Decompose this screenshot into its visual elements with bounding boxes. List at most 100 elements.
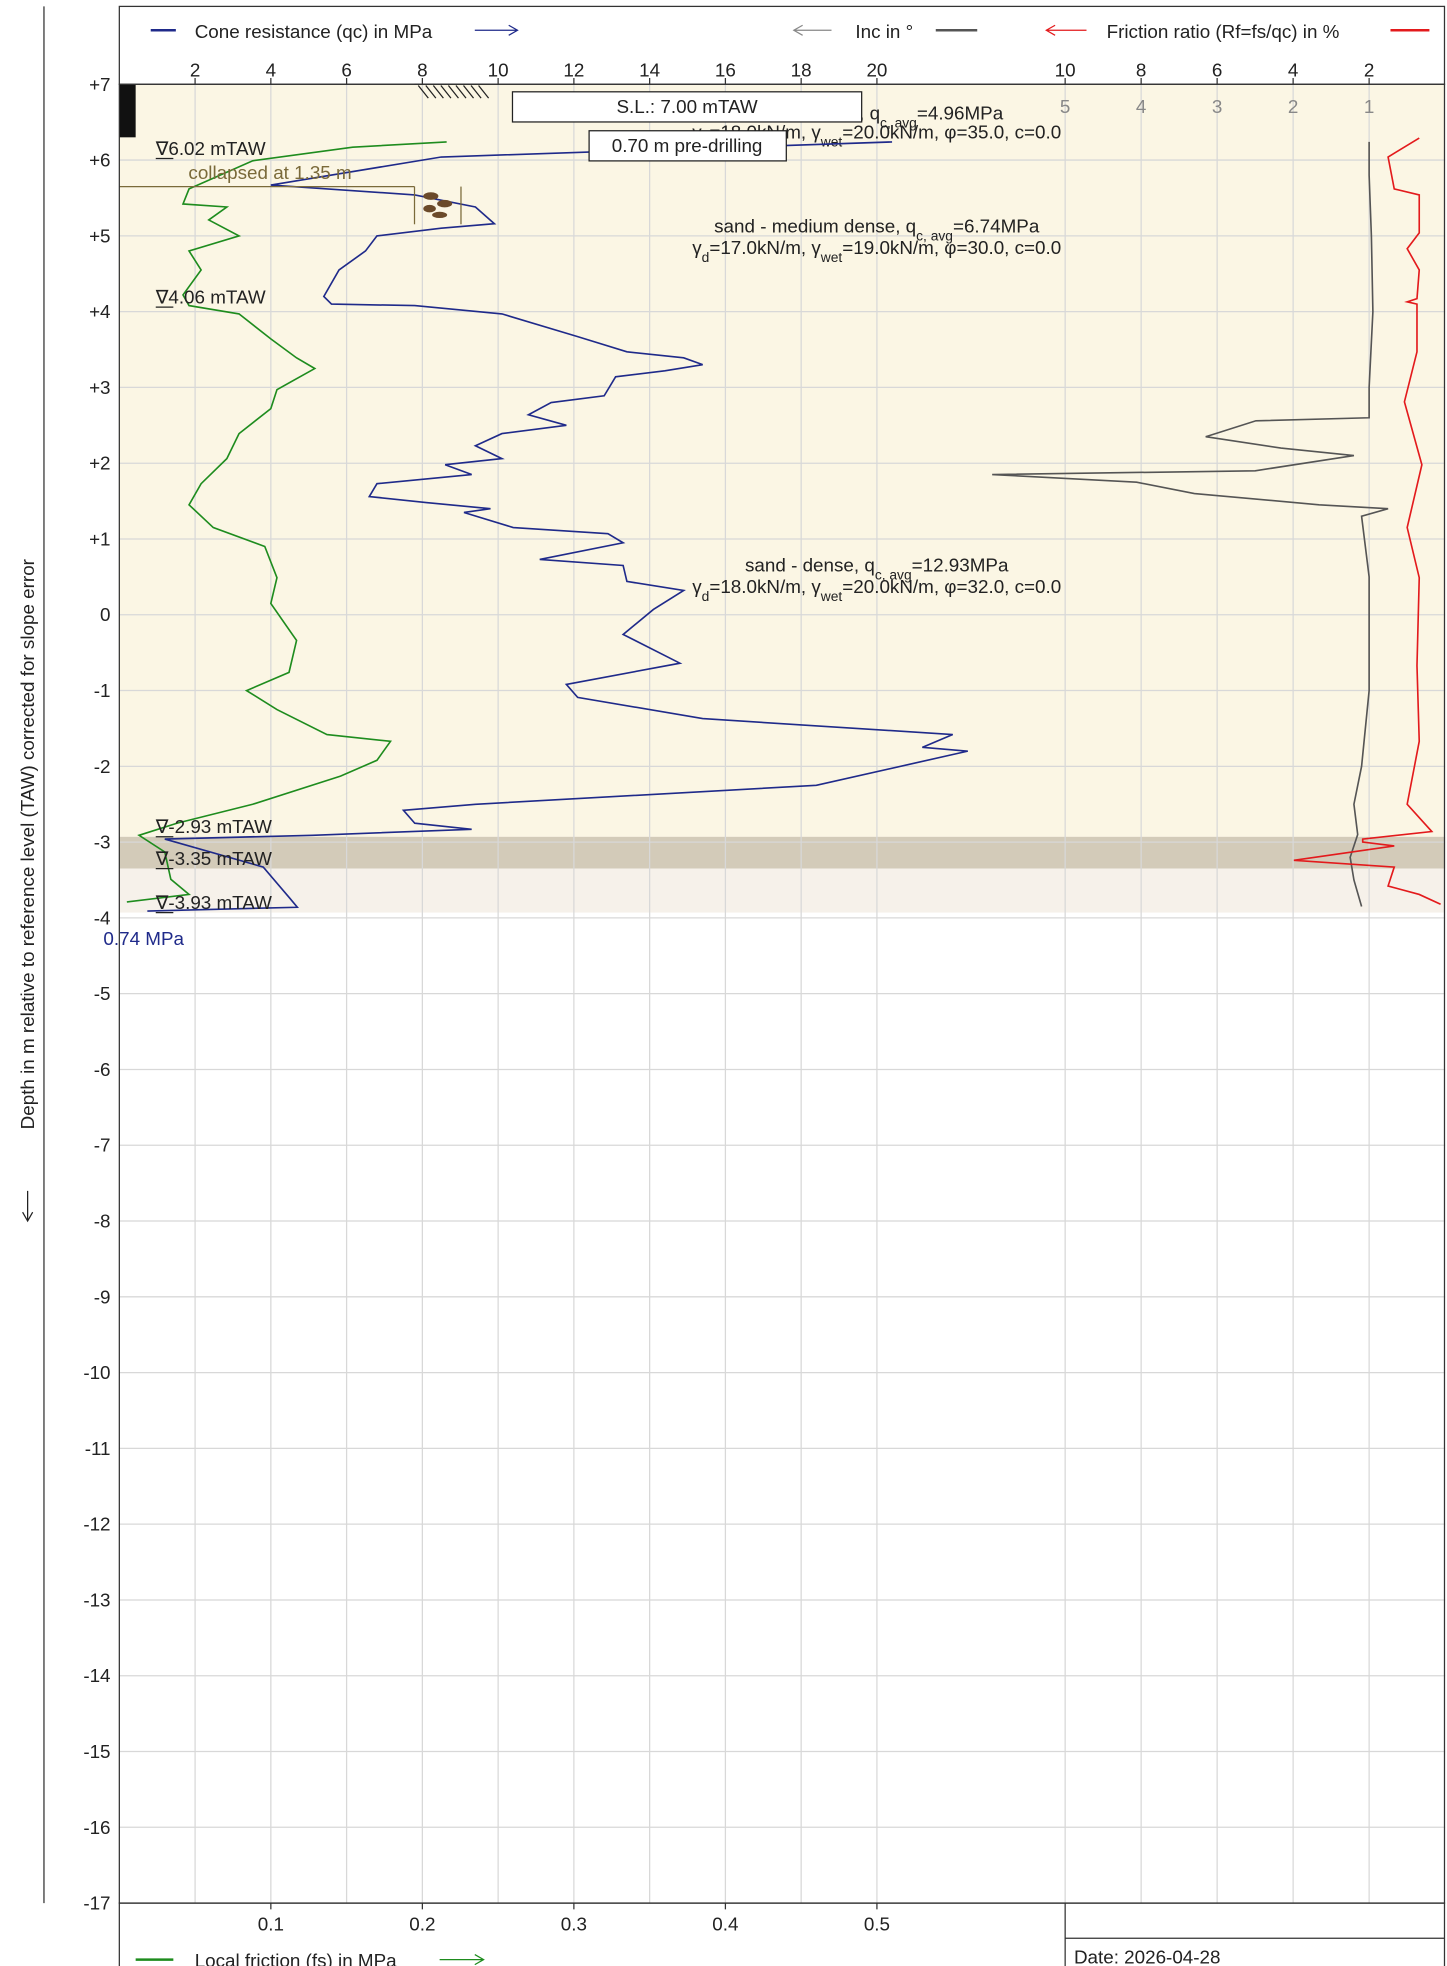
- y-tick-label: -10: [83, 1362, 110, 1383]
- date: Date: 2026-04-28: [1074, 1946, 1221, 1966]
- y-tick-label: +1: [89, 528, 110, 549]
- legend: Cone resistance (qc) in MPa Inc in ° Fri…: [135, 21, 1430, 1966]
- soil-layer: [119, 84, 1446, 837]
- soil-note: sand - dense, qc, avg=12.93MPa: [745, 555, 1009, 583]
- surface-level-box: [511, 91, 863, 123]
- soil-note-part: wet: [820, 588, 843, 604]
- y-tick-label: +7: [89, 74, 110, 95]
- soil-note-part: d: [702, 588, 710, 604]
- x-tick-label: 10: [488, 60, 509, 81]
- predrill-box: [588, 130, 787, 162]
- x-tick-label: 16: [715, 60, 736, 81]
- x-tick-label: 4: [1136, 96, 1146, 117]
- x-tick-label: 0.1: [258, 1914, 284, 1935]
- water-level-label: ∇-3.93 mTAW: [155, 892, 272, 913]
- legend-rf: Friction ratio (Rf=fs/qc) in %: [1107, 21, 1340, 42]
- predrill-bar: [119, 84, 136, 138]
- soil-note: sand - medium dense, qc, avg=6.74MPa: [714, 215, 1040, 243]
- x-tick-label: 10: [1055, 60, 1076, 81]
- y-axis-label: Depth in m relative to reference level (…: [17, 559, 38, 1129]
- legend-inc: Inc in °: [855, 21, 913, 42]
- y-tick-label: -15: [83, 1741, 110, 1762]
- x-tick-label: 2: [1364, 60, 1374, 81]
- water-level-label: ∇6.02 mTAW: [155, 138, 266, 159]
- y-tick-label: -12: [83, 1514, 110, 1535]
- y-tick-label: -1: [94, 680, 111, 701]
- water-level-label: ∇-2.93 mTAW: [155, 816, 272, 837]
- y-tick-label: -5: [94, 983, 111, 1004]
- y-tick-label: 0: [100, 604, 110, 625]
- grid: [119, 83, 1446, 1904]
- x-tick-label: 6: [341, 60, 351, 81]
- overlays: S.L.: 7.00 mTAW 0.70 m pre-drilling coll…: [103, 83, 863, 949]
- profile-line: [147, 141, 968, 912]
- x-tick-label: 5: [1060, 96, 1070, 117]
- x-tick-label: 8: [1136, 60, 1146, 81]
- legend-fs: Local friction (fs) in MPa: [195, 1950, 397, 1966]
- y-axis-arrow: [22, 1190, 34, 1223]
- profile-line: [1293, 137, 1441, 905]
- x-tick-label: 2: [190, 60, 200, 81]
- y-tick-label: -9: [94, 1286, 111, 1307]
- water-level-label: ∇4.06 mTAW: [155, 286, 266, 307]
- x-tick-label: 0.3: [561, 1914, 587, 1935]
- predrill-label: 0.70 m pre-drilling: [612, 135, 763, 156]
- x-tick-label: 20: [866, 60, 887, 81]
- y-tick-label: -8: [94, 1211, 111, 1232]
- y-tick-label: -16: [83, 1817, 110, 1838]
- soil-note-part: =19.0kN/m, φ=30.0, c=0.0: [842, 237, 1061, 258]
- x-tick-label: 4: [1288, 60, 1298, 81]
- soil-note-part: d: [702, 249, 710, 265]
- soil-note-part: sand - medium dense, q: [714, 215, 916, 236]
- legend-qc: Cone resistance (qc) in MPa: [195, 21, 433, 42]
- soil-note: γd=18.0kN/m, γwet=20.0kN/m, φ=32.0, c=0.…: [692, 576, 1061, 604]
- soil-note-part: c, avg: [880, 114, 917, 130]
- y-tick-label: -4: [94, 907, 111, 928]
- soil-note-part: =17.0kN/m, γ: [709, 237, 821, 258]
- y-tick-label: +6: [89, 150, 110, 171]
- header-frame: [118, 5, 1446, 85]
- y-tick-label: -7: [94, 1135, 111, 1156]
- soil-note-part: =20.0kN/m, φ=32.0, c=0.0: [842, 576, 1061, 597]
- soil-layer: [119, 868, 1446, 913]
- soil-note-part: γ: [692, 576, 702, 597]
- y-tick-label: +3: [89, 377, 110, 398]
- y-tick-label: -2: [94, 756, 111, 777]
- surface-level: S.L.: 7.00 mTAW: [616, 96, 757, 117]
- y-tick-label: +5: [89, 225, 110, 246]
- soil-note-part: =4.96MPa: [917, 102, 1004, 123]
- footer-frame: [118, 1902, 1446, 1966]
- x-tick-label: 4: [266, 60, 276, 81]
- x-tick-label: 8: [417, 60, 427, 81]
- soil-note: γd=17.0kN/m, γwet=19.0kN/m, φ=30.0, c=0.…: [692, 237, 1061, 265]
- profile-line: [126, 141, 447, 903]
- x-tick-label: 0.5: [864, 1914, 890, 1935]
- y-tick-label: +4: [89, 301, 110, 322]
- end-label: 0.74 MPa: [103, 928, 184, 949]
- y-tick-label: -13: [83, 1589, 110, 1610]
- soil-note-part: c, avg: [875, 567, 912, 583]
- soil-note-part: =18.0kN/m, γ: [709, 576, 821, 597]
- curves: [126, 137, 1441, 912]
- soil-note-part: γ: [692, 237, 702, 258]
- soil-note-part: =12.93MPa: [912, 555, 1009, 576]
- x-tick-label: 3: [1212, 96, 1222, 117]
- soil-note-part: =6.74MPa: [953, 215, 1040, 236]
- x-tick-label: 14: [639, 60, 660, 81]
- x-tick-label: 1: [1364, 96, 1374, 117]
- soil-note-part: wet: [820, 249, 843, 265]
- x-tick-label: 2: [1288, 96, 1298, 117]
- soil-note-part: c, avg: [916, 227, 953, 243]
- x-tick-label: 0.2: [409, 1914, 435, 1935]
- x-tick-label: 12: [563, 60, 584, 81]
- x-tick-label: 18: [791, 60, 812, 81]
- y-tick-label: -6: [94, 1059, 111, 1080]
- x-tick-label: 6: [1212, 60, 1222, 81]
- y-tick-label: +2: [89, 453, 110, 474]
- collapse-icon: [423, 192, 453, 219]
- x-tick-label: 0.4: [712, 1914, 738, 1935]
- soil-note-part: =20.0kN/m, φ=35.0, c=0.0: [842, 121, 1061, 142]
- y-tick-label: -11: [85, 1438, 111, 1459]
- soil-note-part: wet: [820, 133, 843, 149]
- y-tick-label: -14: [83, 1665, 110, 1686]
